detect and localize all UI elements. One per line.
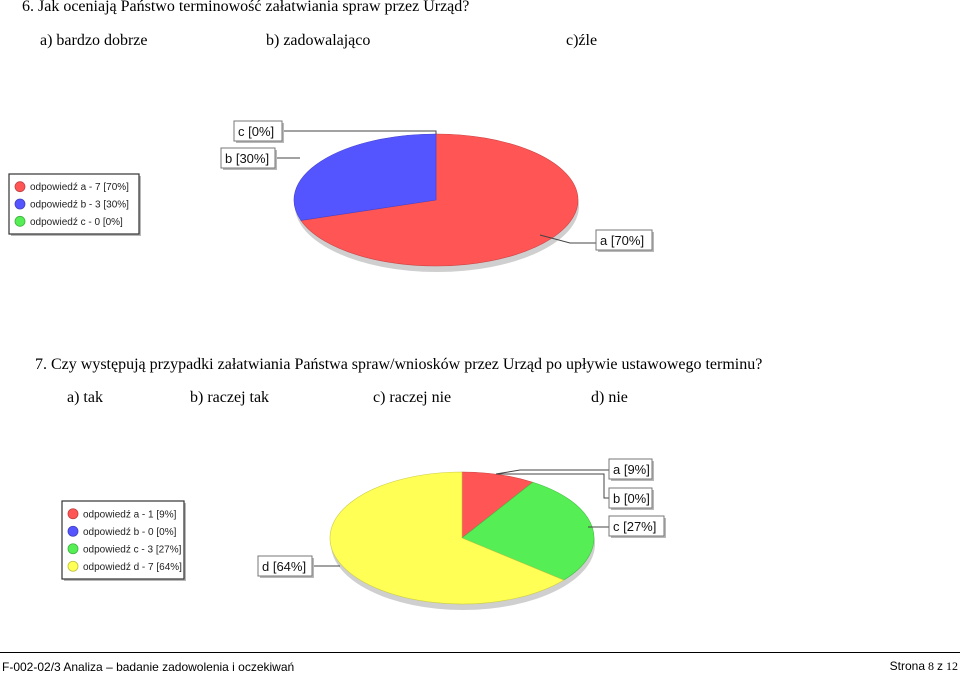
legend-marker-d (67, 560, 79, 572)
pie-chart-2: a [9%] b [0%] c [27%] d [64%] odpowiedź a - … (61, 458, 666, 610)
slice-label-a: a [9%] (613, 462, 650, 477)
slice-label-c: c [27%] (613, 519, 656, 534)
q6-option-b: b) zadowalająco (266, 32, 371, 49)
label-box-b (608, 487, 653, 509)
page-current: 8 (928, 659, 934, 673)
legend-marker-b (67, 525, 79, 537)
q6-option-c: c)źle (566, 32, 598, 49)
legend-marker-c (67, 543, 79, 555)
slice-label-d: d [64%] (262, 559, 306, 574)
label-box-c (608, 515, 665, 537)
label-box-a (608, 458, 653, 480)
legend-marker-b (14, 198, 26, 210)
page-total: 12 (946, 659, 958, 673)
label-leader-b (496, 473, 609, 499)
slice-label-b: b [0%] (613, 491, 650, 506)
page-separator: z (937, 659, 943, 673)
label-leader-a (495, 469, 609, 475)
q7-option-b: b) raczej tak (190, 389, 270, 406)
label-leader-c (282, 130, 437, 134)
legend-entry-d: odpowiedź d - 7 [64%] (83, 562, 182, 573)
pie-slice-c (461, 481, 595, 581)
q7-option-a: a) tak (67, 389, 103, 406)
q7-option-c: c) raczej nie (373, 389, 452, 406)
legend-marker-a (67, 508, 79, 520)
legend-marker-c (14, 215, 26, 227)
pie-slice-b (293, 133, 437, 221)
question-7-title: 7. Czy występują przypadki załatwiania P… (35, 356, 763, 373)
legend-entry-b: odpowiedź b - 3 [30%] (30, 200, 129, 211)
q7-option-d: d) nie (591, 389, 628, 406)
legend-entry-a: odpowiedź a - 7 [70%] (30, 182, 129, 193)
legend-box (8, 173, 140, 235)
label-box-d (257, 555, 313, 577)
slice-label-a: a [70%] (600, 233, 644, 248)
footer-rule (0, 652, 960, 653)
legend-entry-a: odpowiedź a - 1 [9%] (83, 509, 177, 520)
legend-entry-b: odpowiedź b - 0 [0%] (83, 527, 177, 538)
question-6-title: 6. Jak oceniają Państwo terminowość zała… (22, 0, 470, 15)
pie-slice-d (329, 471, 565, 605)
label-box-b (220, 147, 276, 169)
footer-page-number: Strona 8 z 12 (890, 659, 958, 674)
legend-box (61, 500, 185, 580)
label-box-c (233, 120, 283, 142)
slice-label-c: c [0%] (238, 124, 274, 139)
q6-option-a: a) bardzo dobrze (40, 32, 148, 49)
legend-entry-c: odpowiedź c - 3 [27%] (83, 544, 182, 555)
slice-label-b: b [30%] (225, 151, 269, 166)
legend-marker-a (14, 181, 26, 193)
label-box-a (595, 229, 653, 251)
pie-slice-a (300, 133, 579, 267)
page-prefix: Strona (889, 659, 925, 673)
label-leader-a (539, 234, 596, 244)
pie-chart-1: a [70%] b [30%] c [0%] odpowiedź a - 7 [70%… (8, 120, 654, 272)
footer-document-id: F-002-02/3 Analiza – badanie zadowolenia… (2, 660, 295, 674)
legend-entry-c: odpowiedź c - 0 [0%] (30, 217, 123, 228)
